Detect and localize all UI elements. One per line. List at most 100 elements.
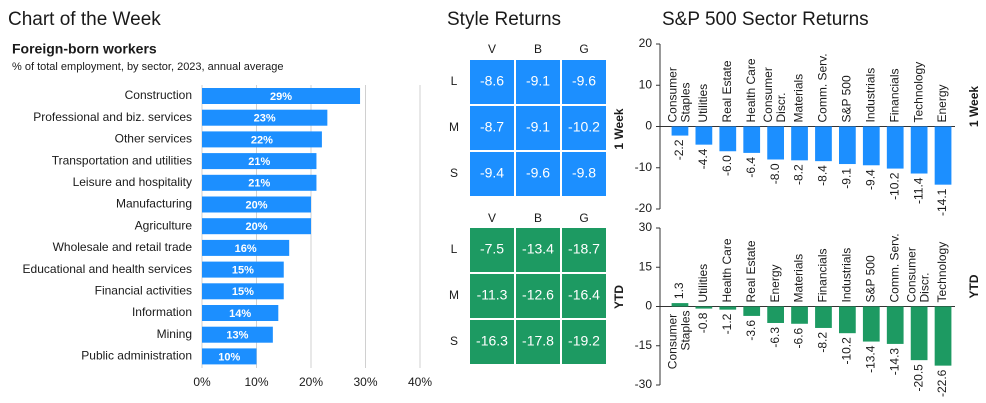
category-label: Leisure and hospitality: [73, 175, 192, 189]
bar: [815, 306, 832, 328]
value-label-group: 1.3: [672, 282, 686, 299]
heat-cell: [516, 152, 560, 196]
heat-cell: [516, 274, 560, 318]
value-label: -10.2: [840, 337, 854, 365]
bar: [695, 306, 713, 309]
value-label: -6.3: [768, 327, 782, 348]
bar: [862, 126, 880, 166]
bar: [202, 109, 328, 126]
category-label: Technology: [935, 242, 949, 303]
y-tick-label: 20: [639, 36, 653, 50]
value-label: 15%: [232, 265, 254, 277]
category-label: Industrials: [863, 68, 877, 123]
value-label-group: -6.0: [720, 155, 734, 176]
bar: [671, 126, 689, 136]
cell-label: -9.4: [480, 165, 504, 181]
row-label: S: [450, 334, 458, 348]
category-label-group: Financials: [887, 68, 901, 122]
value-label: 29%: [270, 91, 292, 103]
bar: [202, 218, 311, 235]
axis-label-group: YTD: [967, 274, 981, 298]
cell-label: -9.8: [572, 165, 596, 181]
value-label: -20.5: [911, 364, 925, 392]
heat-cell: [516, 228, 560, 272]
y-tick-label: -30: [635, 377, 653, 391]
value-label: 10%: [218, 351, 240, 363]
bar: [202, 196, 311, 213]
category-label-group: Comm. Serv.: [816, 53, 830, 122]
category-label-group: Utilities: [696, 84, 710, 123]
value-label: 22%: [251, 134, 273, 146]
column-label: V: [488, 42, 496, 56]
value-label: -8.0: [768, 163, 782, 184]
category-label: Health Care: [744, 58, 758, 122]
category-label-group: Materials: [792, 254, 806, 303]
value-label-group: -2.2: [672, 139, 686, 160]
category-label-group: Health Care: [744, 58, 758, 122]
value-label: -1.2: [720, 313, 734, 334]
chart-subtitle: % of total employment, by sector, 2023, …: [12, 61, 284, 73]
bar: [202, 283, 284, 300]
category-label: Materials: [792, 254, 806, 303]
cell-label: -18.7: [568, 241, 600, 257]
value-label: -8.2: [816, 332, 830, 353]
y-tick-label: 10: [639, 77, 653, 91]
category-label: Real Estate: [720, 60, 734, 122]
x-tick-label: 0%: [193, 375, 211, 389]
category-label: Other services: [115, 132, 192, 146]
y-tick-label: -10: [635, 160, 653, 174]
heat-cell: [470, 106, 514, 150]
category-label: Manufacturing: [116, 197, 192, 211]
bar: [202, 261, 284, 278]
value-label-group: -9.4: [863, 169, 877, 190]
category-label: Health Care: [720, 238, 734, 302]
category-label: Wholesale and retail trade: [53, 240, 193, 254]
value-label: 20%: [245, 221, 267, 233]
x-tick-label: 30%: [353, 375, 377, 389]
category-label: Real Estate: [744, 240, 758, 302]
bar: [791, 306, 808, 324]
axis-label: 1 Week: [612, 108, 626, 149]
value-label-group: -10.2: [887, 172, 901, 200]
cell-label: -9.1: [526, 73, 550, 89]
heat-cell: [516, 320, 560, 364]
x-tick-label: 10%: [244, 375, 268, 389]
heat-cell: [470, 152, 514, 196]
category-label: Financials: [816, 248, 830, 302]
category-label-group: Technology: [911, 62, 925, 123]
category-label-group: Consumer Discr.: [761, 64, 788, 123]
value-label-group: -20.5: [911, 364, 925, 392]
cell-label: -17.8: [522, 333, 554, 349]
category-label-group: Industrials: [863, 68, 877, 123]
column-label: B: [534, 211, 542, 225]
cell-label: -12.6: [522, 287, 554, 303]
category-label-group: Industrials: [840, 248, 854, 303]
heat-cell: [562, 106, 606, 150]
value-label: -11.4: [911, 177, 925, 204]
heat-cell: [562, 274, 606, 318]
cell-label: -19.2: [568, 333, 600, 349]
value-label-group: -0.8: [696, 312, 710, 333]
cell-label: -10.2: [568, 119, 600, 135]
value-label: -4.4: [696, 148, 710, 169]
value-label: -0.8: [696, 312, 710, 333]
bar: [815, 126, 832, 162]
y-tick-label: -20: [635, 201, 653, 215]
bar: [767, 126, 784, 160]
value-label: -6.6: [792, 327, 806, 348]
value-label: 13%: [226, 330, 248, 342]
category-label: Educational and health services: [23, 262, 192, 276]
category-label: Technology: [911, 62, 925, 123]
category-label-group: Real Estate: [744, 240, 758, 302]
bar: [202, 239, 290, 256]
bar: [839, 126, 856, 165]
bar: [202, 326, 273, 343]
value-label-group: -8.0: [768, 163, 782, 184]
value-label-group: -1.2: [720, 313, 734, 334]
value-label: 21%: [248, 178, 270, 190]
bar: [719, 306, 737, 310]
value-label-group: -13.4: [863, 345, 877, 373]
y-tick-label: 0: [645, 299, 652, 313]
bar: [719, 126, 737, 152]
column-label: V: [488, 211, 496, 225]
